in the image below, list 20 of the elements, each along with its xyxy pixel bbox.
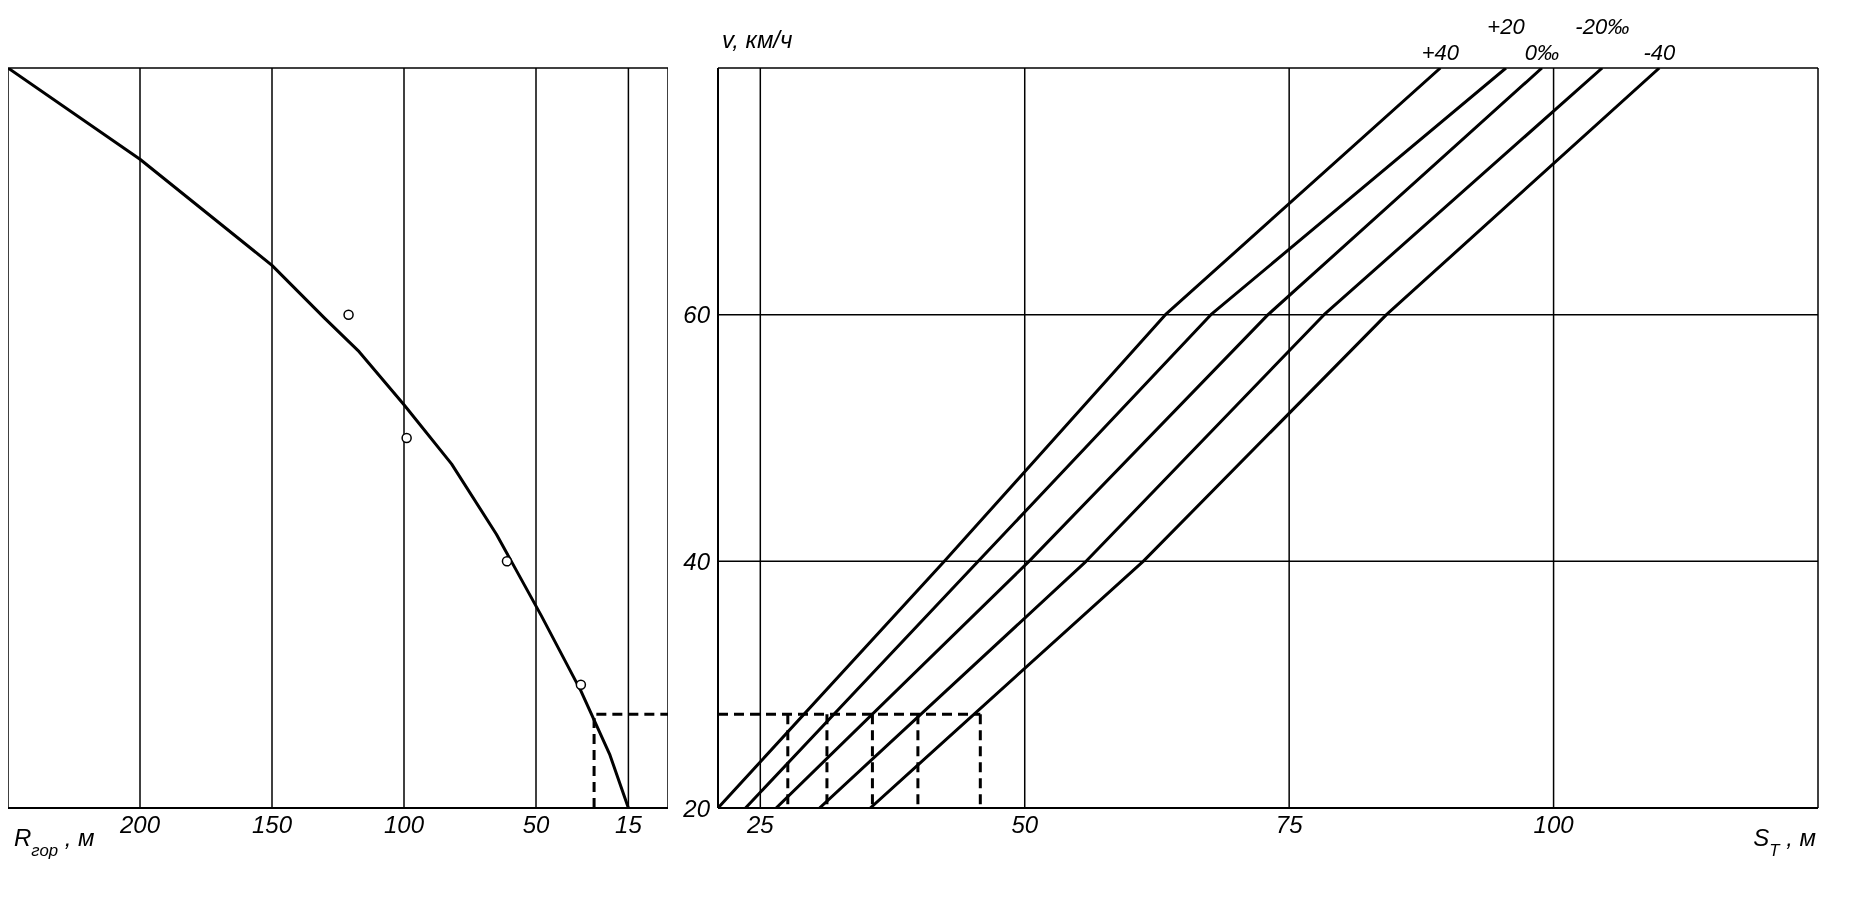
x-tick-label: 50 [522,811,550,839]
x-axis-title: S$_{T}$, м [1753,824,1816,860]
series-label: 0‰ [1524,40,1560,65]
x-tick-label: 50 [1011,811,1039,839]
x-tick-label: 100 [383,811,425,839]
y-tick-label: 60 [683,301,711,329]
y-axis-title: v, км/ч [722,26,793,53]
x-tick-label: 100 [1533,811,1575,839]
y-tick-label: 20 [682,794,711,822]
x-tick-label: 200 [118,811,161,839]
series-label: +40 [1421,40,1460,65]
x-axis-title: R$_{гор}$, м [14,824,95,860]
series-label: -20‰ [1575,14,1630,39]
series-label: -40 [1643,40,1677,65]
x-tick-label: 75 [1275,811,1304,839]
series-label: +20 [1487,14,1526,39]
x-tick-label: 150 [251,811,293,839]
x-tick-label: 15 [615,811,643,839]
y-tick-label: 40 [683,547,711,575]
x-tick-label: 25 [745,811,775,839]
